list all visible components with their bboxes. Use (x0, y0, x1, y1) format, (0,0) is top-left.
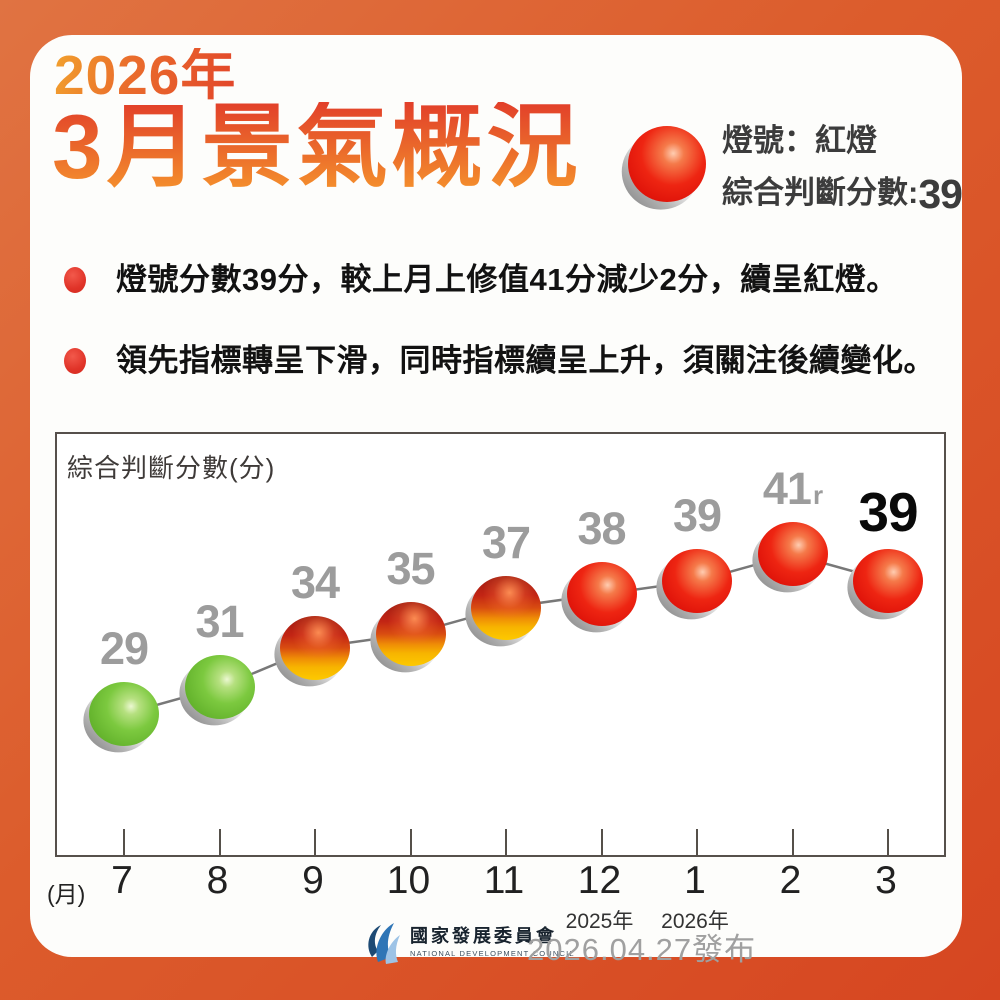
red-light-ball (757, 522, 828, 587)
axis-month-label: 8 (206, 859, 229, 902)
bullet-1-text: 燈號分數39分，較上月上修值41分減少2分，續呈紅燈。 (116, 262, 898, 297)
signal-ball-2 (751, 522, 828, 593)
point-value-label: 34 (290, 556, 340, 608)
score-value: 39 (918, 171, 963, 217)
ndc-logo-icon (368, 923, 400, 964)
score-trend-chart: 綜合判斷分數(分) 29 31 34 35 37 38 39 41r 39 (55, 432, 946, 857)
axis-month-label: 11 (483, 859, 525, 902)
signal-ball-7 (83, 682, 159, 753)
bullet-dot-icon (64, 267, 86, 293)
signal-label: 燈號：紅燈 (722, 122, 877, 159)
axis-tick (600, 829, 603, 855)
composite-score: 綜合判斷分數:39 (722, 170, 963, 219)
signal-ball-3 (847, 549, 923, 620)
publish-date: 2026.04.27發布 (527, 932, 757, 967)
signal-ball-11 (465, 575, 541, 646)
yellow-red-light-ball (280, 615, 350, 680)
signal-ball-1 (656, 549, 732, 620)
month-axis: (月) 7 8 9 10 11 12 1 2 3 2025年 2026年 (47, 857, 946, 953)
axis-year-label: 2025年 (565, 910, 634, 933)
summary-bullet-2: 領先指標轉呈下滑，同時指標續呈上升，須關注後續變化。 (58, 341, 938, 381)
signal-ball-10 (369, 602, 446, 673)
org-name-zh: 國家發展委員會 (410, 926, 557, 946)
axis-tick (218, 829, 221, 855)
point-value-label: 31 (195, 596, 244, 648)
signal-label-text: 燈號：紅燈 (722, 123, 877, 158)
red-light-ball (853, 549, 923, 613)
axis-tick (314, 829, 316, 855)
axis-tick (505, 829, 507, 855)
axis-month-label: 12 (577, 859, 622, 902)
green-light-ball (184, 655, 255, 720)
org-identity: 國家發展委員會 NATIONAL DEVELOPMENT COUNCIL (410, 926, 575, 958)
axis-month-label: 1 (684, 859, 706, 902)
axis-month-label: 9 (302, 859, 324, 902)
org-name-en: NATIONAL DEVELOPMENT COUNCIL (410, 948, 575, 958)
point-value-label: 39 (672, 490, 722, 541)
axis-month-label: 7 (111, 859, 133, 902)
axis-tick (696, 829, 698, 855)
point-value-label: 41r (762, 463, 823, 515)
axis-tick (123, 829, 125, 855)
summary-bullet-1: 燈號分數39分，較上月上修值41分減少2分，續呈紅燈。 (58, 260, 938, 300)
point-value-label: 37 (481, 516, 531, 568)
point-value-label: 38 (577, 503, 626, 555)
point-value-label: 39 (858, 481, 918, 543)
score-label-text: 綜合判斷分數: (722, 175, 919, 210)
signal-light-red-icon (621, 126, 706, 210)
yellow-red-light-ball (471, 575, 541, 640)
axis-tick (409, 829, 412, 855)
chart-y-axis-label: 綜合判斷分數(分) (67, 453, 276, 483)
signal-ball-9 (274, 615, 350, 686)
axis-tick (887, 829, 889, 855)
axis-year-label: 2026年 (661, 910, 729, 933)
title-year: 2026年 (54, 44, 237, 106)
axis-tick (791, 829, 794, 855)
point-value-label: 29 (99, 623, 149, 674)
red-light-ball (566, 562, 637, 627)
signal-ball-8 (178, 655, 255, 726)
page-title: 3月景氣概況 (52, 97, 582, 198)
axis-month-label: 3 (875, 859, 897, 902)
bullet-2-text: 領先指標轉呈下滑，同時指標續呈上升，須關注後續變化。 (116, 343, 935, 378)
bullet-dot-icon (64, 348, 86, 374)
revised-mark: r (812, 480, 823, 511)
red-light-ball (662, 549, 732, 613)
green-light-ball (89, 682, 159, 746)
yellow-red-light-ball (375, 602, 446, 667)
axis-month-label: 10 (386, 859, 431, 902)
signal-ball-12 (560, 562, 637, 633)
axis-unit-label: (月) (47, 881, 86, 907)
axis-month-label: 2 (779, 859, 802, 902)
red-light-ball (628, 126, 706, 202)
point-value-label: 35 (386, 543, 435, 595)
